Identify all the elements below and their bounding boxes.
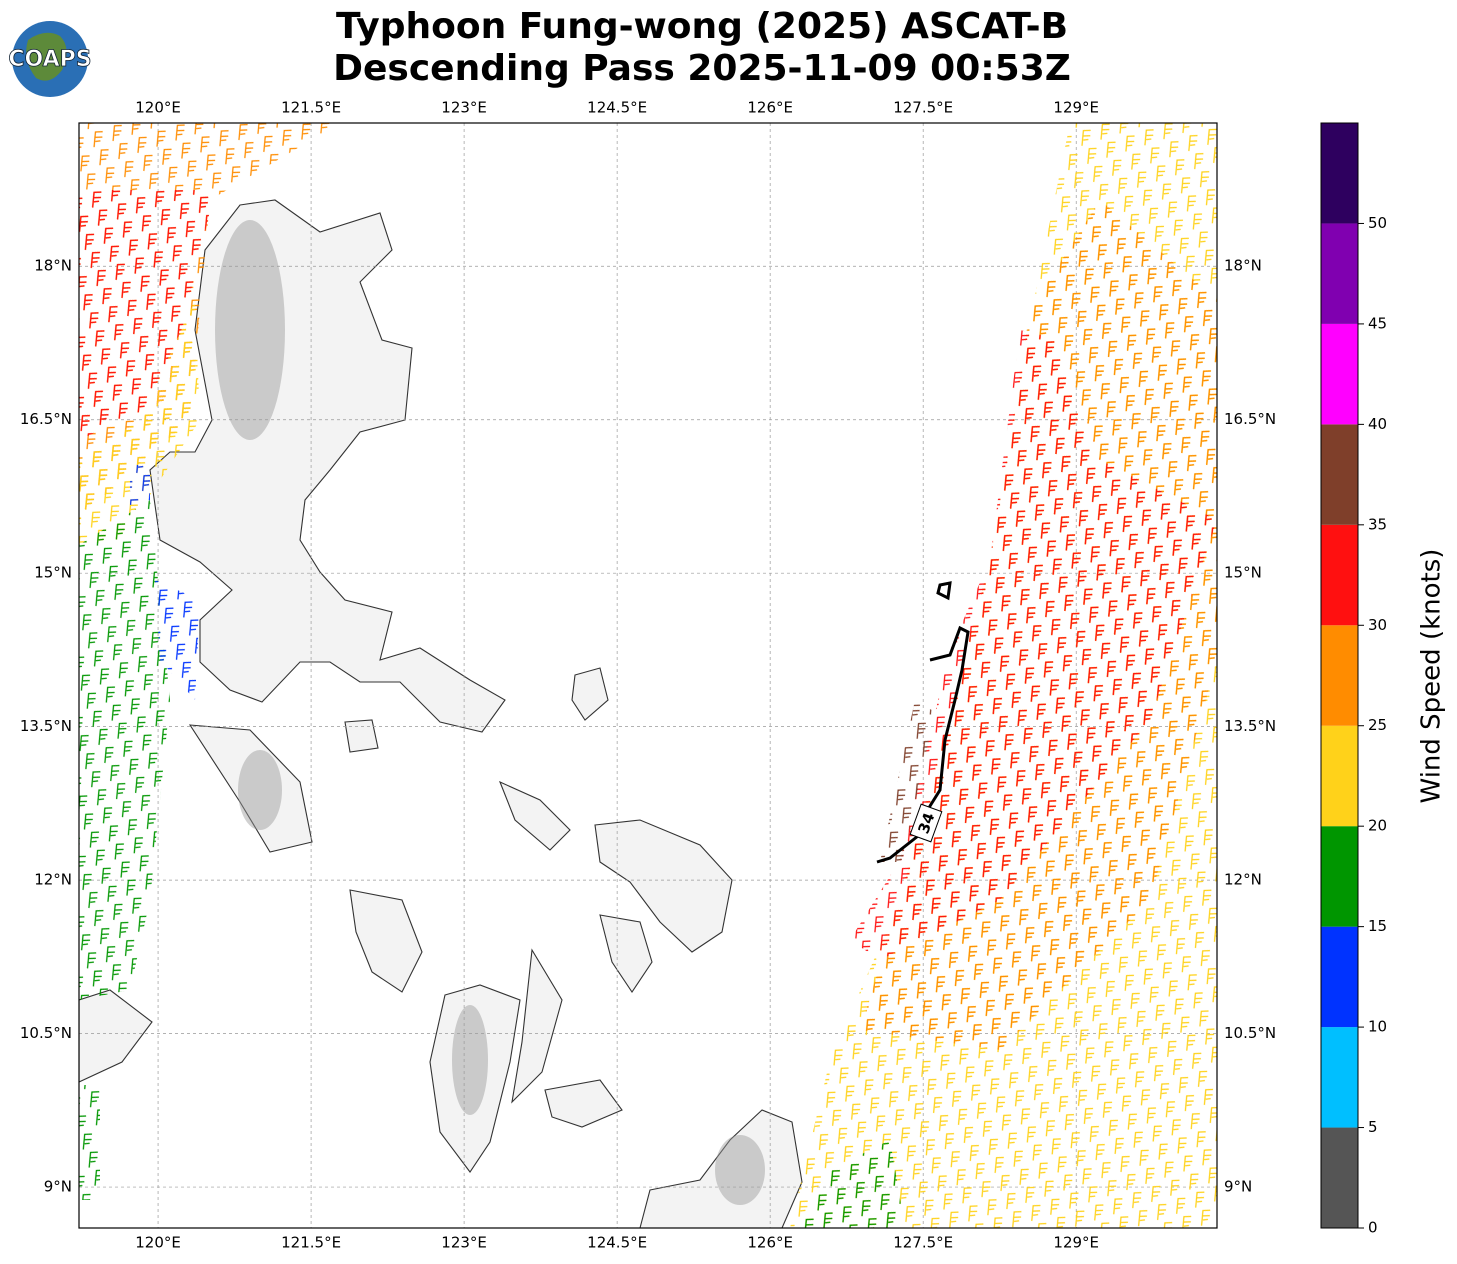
panay (349, 889, 423, 993)
y-tick-label: 10.5°N (1224, 1024, 1276, 1042)
bohol (544, 1079, 623, 1128)
x-tick-label: 129°E (1053, 1234, 1099, 1252)
wind-barbs (79, 123, 1217, 1228)
colorbar-tick-label: 20 (1368, 817, 1387, 835)
mountains (238, 750, 282, 830)
map-frame (78, 122, 1218, 1229)
y-tick-label: 18°N (1224, 257, 1262, 275)
contour-label: 34 (909, 803, 943, 843)
colorbar-tick-label: 50 (1368, 214, 1387, 232)
x-tick-label: 127.5°E (893, 1234, 953, 1252)
colorbar-frame (1320, 122, 1359, 1229)
x-tick-label: 121.5°E (281, 99, 341, 117)
colorbar-tick-label: 35 (1368, 515, 1387, 533)
masbate (498, 780, 571, 851)
colorbar-segment (1321, 725, 1358, 827)
colorbar-segment (1321, 323, 1358, 425)
colorbar-tick-label: 5 (1368, 1118, 1378, 1136)
barb-swath (800, 1140, 905, 1228)
chart-subtitle: Descending Pass 2025-11-09 00:53Z (333, 48, 1071, 89)
map: 34 (79, 123, 1217, 1228)
x-tick-label: 121.5°E (281, 1234, 341, 1252)
y-tick-label: 13.5°N (1224, 717, 1276, 735)
chart-title: Typhoon Fung-wong (2025) ASCAT-B (336, 6, 1068, 47)
y-tick-label: 15°N (1224, 564, 1262, 582)
catanduanes (571, 667, 609, 721)
y-tick-label: 16.5°N (1224, 410, 1276, 428)
colorbar-segment (1321, 1027, 1358, 1128)
negros (429, 984, 521, 1173)
logo-text: COAPS (8, 47, 91, 72)
colorbar-tick-label: 45 (1368, 314, 1387, 332)
mountains (715, 1135, 765, 1205)
logo: COAPS (8, 21, 92, 97)
barb-swath (155, 580, 200, 700)
x-tick-label: 126°E (747, 1234, 793, 1252)
34kt-contour (876, 581, 970, 864)
contour-label-box (909, 803, 943, 843)
barb-swath (79, 300, 200, 545)
x-tick-label: 127.5°E (893, 99, 953, 117)
colorbar-tick-label: 10 (1368, 1018, 1387, 1036)
mountains (452, 1005, 488, 1115)
colorbar-segment (1321, 424, 1358, 525)
mindanao (639, 1109, 803, 1228)
colorbar-segment (1321, 524, 1358, 626)
marinduque (344, 719, 379, 753)
colorbar-label: Wind Speed (knots) (1417, 549, 1447, 804)
x-tick-label: 120°E (135, 99, 181, 117)
colorbar-tick-label: 15 (1368, 917, 1387, 935)
mindoro (188, 724, 313, 853)
y-tick-label: 9°N (1224, 1178, 1252, 1196)
x-tick-label: 123°E (441, 1234, 487, 1252)
colorbar-tick-label: 40 (1368, 415, 1387, 433)
barb-swath (79, 1085, 100, 1200)
barb-swath (130, 465, 150, 505)
y-tick-label: 9°N (44, 1178, 72, 1196)
colorbar-segment (1321, 123, 1358, 224)
colorbar-segment (1321, 826, 1358, 927)
cebu (511, 948, 563, 1104)
x-tick-label: 126°E (747, 99, 793, 117)
samar (594, 819, 733, 953)
y-tick-label: 10.5°N (20, 1024, 72, 1042)
land (79, 199, 803, 1228)
y-tick-label: 15°N (34, 564, 72, 582)
colorbar-tick-label: 25 (1368, 716, 1387, 734)
mountains (215, 220, 285, 440)
barb-swath (850, 330, 1217, 960)
x-tick-label: 129°E (1053, 99, 1099, 117)
leyte (599, 914, 653, 993)
y-tick-label: 16.5°N (20, 410, 72, 428)
barb-swath (880, 700, 935, 862)
barb-swath (79, 190, 215, 440)
y-tick-label: 12°N (34, 871, 72, 889)
x-tick-label: 124.5°E (587, 99, 647, 117)
colorbar-segment (1321, 625, 1358, 726)
x-tick-label: 124.5°E (587, 1234, 647, 1252)
colorbar-tick-label: 0 (1368, 1219, 1378, 1237)
barb-swath (79, 500, 170, 1000)
logo-land (26, 32, 67, 81)
colorbar-segment (1321, 926, 1358, 1028)
y-tick-label: 13.5°N (20, 717, 72, 735)
luzon (149, 199, 506, 733)
x-tick-label: 120°E (135, 1234, 181, 1252)
colorbar-segment (1321, 223, 1358, 324)
y-tick-label: 18°N (34, 257, 72, 275)
y-tick-label: 12°N (1224, 871, 1262, 889)
x-tick-label: 123°E (441, 99, 487, 117)
colorbar-segment (1321, 1127, 1358, 1228)
colorbar: 0 5 10 15 20 25 30 35 40 45 50 (1320, 122, 1387, 1237)
colorbar-tick-label: 30 (1368, 616, 1387, 634)
